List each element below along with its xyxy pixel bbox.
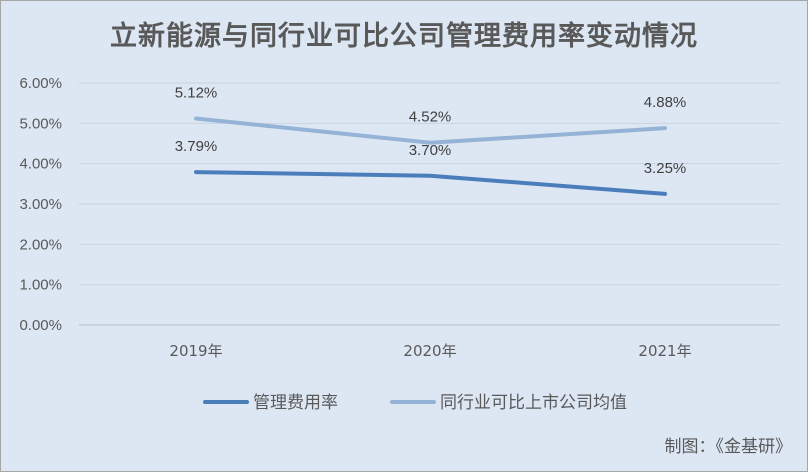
y-tick-label: 3.00% [19,196,62,213]
data-label: 4.52% [409,109,452,126]
y-tick-label: 6.00% [19,75,62,92]
data-labels: 3.79% 3.70% 3.25% 5.12% 4.52% 4.88% [175,84,687,176]
y-tick-label: 0.00% [19,317,62,334]
y-tick-label: 4.00% [19,156,62,173]
y-tick-label: 1.00% [19,277,62,294]
x-tick-label: 2020年 [403,342,456,360]
y-tick-label: 5.00% [19,115,62,132]
credit-text: 制图：《金基研》 [664,437,793,457]
data-label: 5.12% [175,84,218,101]
y-tick-label: 2.00% [19,236,62,253]
chart-title: 立新能源与同行业可比公司管理费用率变动情况 [110,21,698,52]
x-tick-label: 2019年 [169,342,222,360]
x-axis-ticks: 2019年 2020年 2021年 [169,342,691,360]
series-line-0 [194,170,667,196]
data-label: 4.88% [644,94,687,111]
legend: 管理费用率 同行业可比上市公司均值 [203,393,627,413]
data-label: 3.70% [409,142,452,159]
legend-label-0: 管理费用率 [253,393,338,413]
series-line-1 [194,116,667,145]
data-label: 3.25% [644,160,687,177]
y-axis-ticks: 0.00% 1.00% 2.00% 3.00% 4.00% 5.00% 6.00% [19,75,62,334]
data-label: 3.79% [175,138,218,155]
x-tick-label: 2021年 [638,342,691,360]
legend-label-1: 同行业可比上市公司均值 [440,393,627,413]
gridlines [79,82,780,326]
series-lines [194,116,667,196]
